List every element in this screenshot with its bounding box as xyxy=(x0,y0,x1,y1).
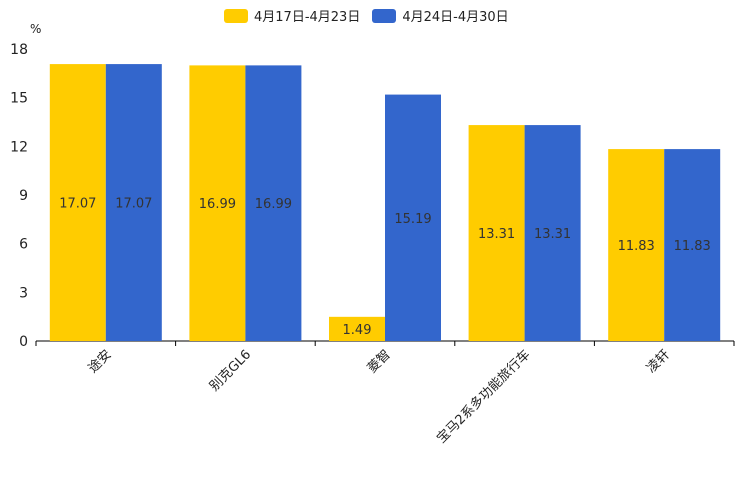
x-tick-label: 菱智 xyxy=(365,347,394,376)
bar-data-label: 11.83 xyxy=(618,239,655,254)
bar-series-2 xyxy=(245,65,302,341)
bar-series-1 xyxy=(49,64,106,341)
chart-legend: 4月17日-4月23日 4月24日-4月30日 xyxy=(224,6,509,25)
bar-data-label: 16.99 xyxy=(199,197,236,212)
bar-series-1 xyxy=(329,316,385,341)
bar-series-2 xyxy=(385,94,441,341)
y-tick-label: 15 xyxy=(10,91,28,107)
bar-data-label: 13.31 xyxy=(534,227,571,242)
y-tick-label: 18 xyxy=(10,42,28,58)
y-axis-unit-label: % xyxy=(30,22,41,36)
legend-item-series-1[interactable]: 4月17日-4月23日 xyxy=(224,6,360,25)
x-tick-label: 宝马2系多功能旅行车 xyxy=(434,347,534,447)
y-tick-label: 9 xyxy=(19,188,28,204)
legend-label-series-2: 4月24日-4月30日 xyxy=(402,10,509,25)
bar-series-2 xyxy=(524,125,581,342)
legend-swatch-series-1 xyxy=(224,8,248,23)
bar-series-1 xyxy=(189,65,246,341)
bar-data-label: 13.31 xyxy=(478,227,515,242)
legend-item-series-2[interactable]: 4月24日-4月30日 xyxy=(372,6,509,25)
bar-data-label: 17.07 xyxy=(59,197,96,212)
bar-series-1 xyxy=(608,149,665,341)
x-tick-label: 别克GL6 xyxy=(207,347,254,394)
bar-series-2 xyxy=(105,64,162,341)
bar-data-label: 11.83 xyxy=(674,239,711,254)
y-tick-label: 3 xyxy=(19,285,28,301)
bar-data-label: 15.19 xyxy=(394,212,431,227)
legend-swatch-series-2 xyxy=(372,8,397,23)
bar-data-label: 16.99 xyxy=(255,197,292,212)
x-tick-label: 凌轩 xyxy=(644,347,673,376)
bar-series-2 xyxy=(664,149,721,341)
x-tick-label: 途安 xyxy=(85,347,115,377)
y-tick-label: 0 xyxy=(19,334,28,350)
bar-data-label: 17.07 xyxy=(115,197,152,212)
legend-label-series-1: 4月17日-4月23日 xyxy=(254,10,361,25)
y-tick-label: 6 xyxy=(19,237,28,253)
y-tick-label: 12 xyxy=(10,139,28,155)
bar-series-1 xyxy=(468,125,525,342)
bar-data-label: 1.49 xyxy=(343,323,372,338)
